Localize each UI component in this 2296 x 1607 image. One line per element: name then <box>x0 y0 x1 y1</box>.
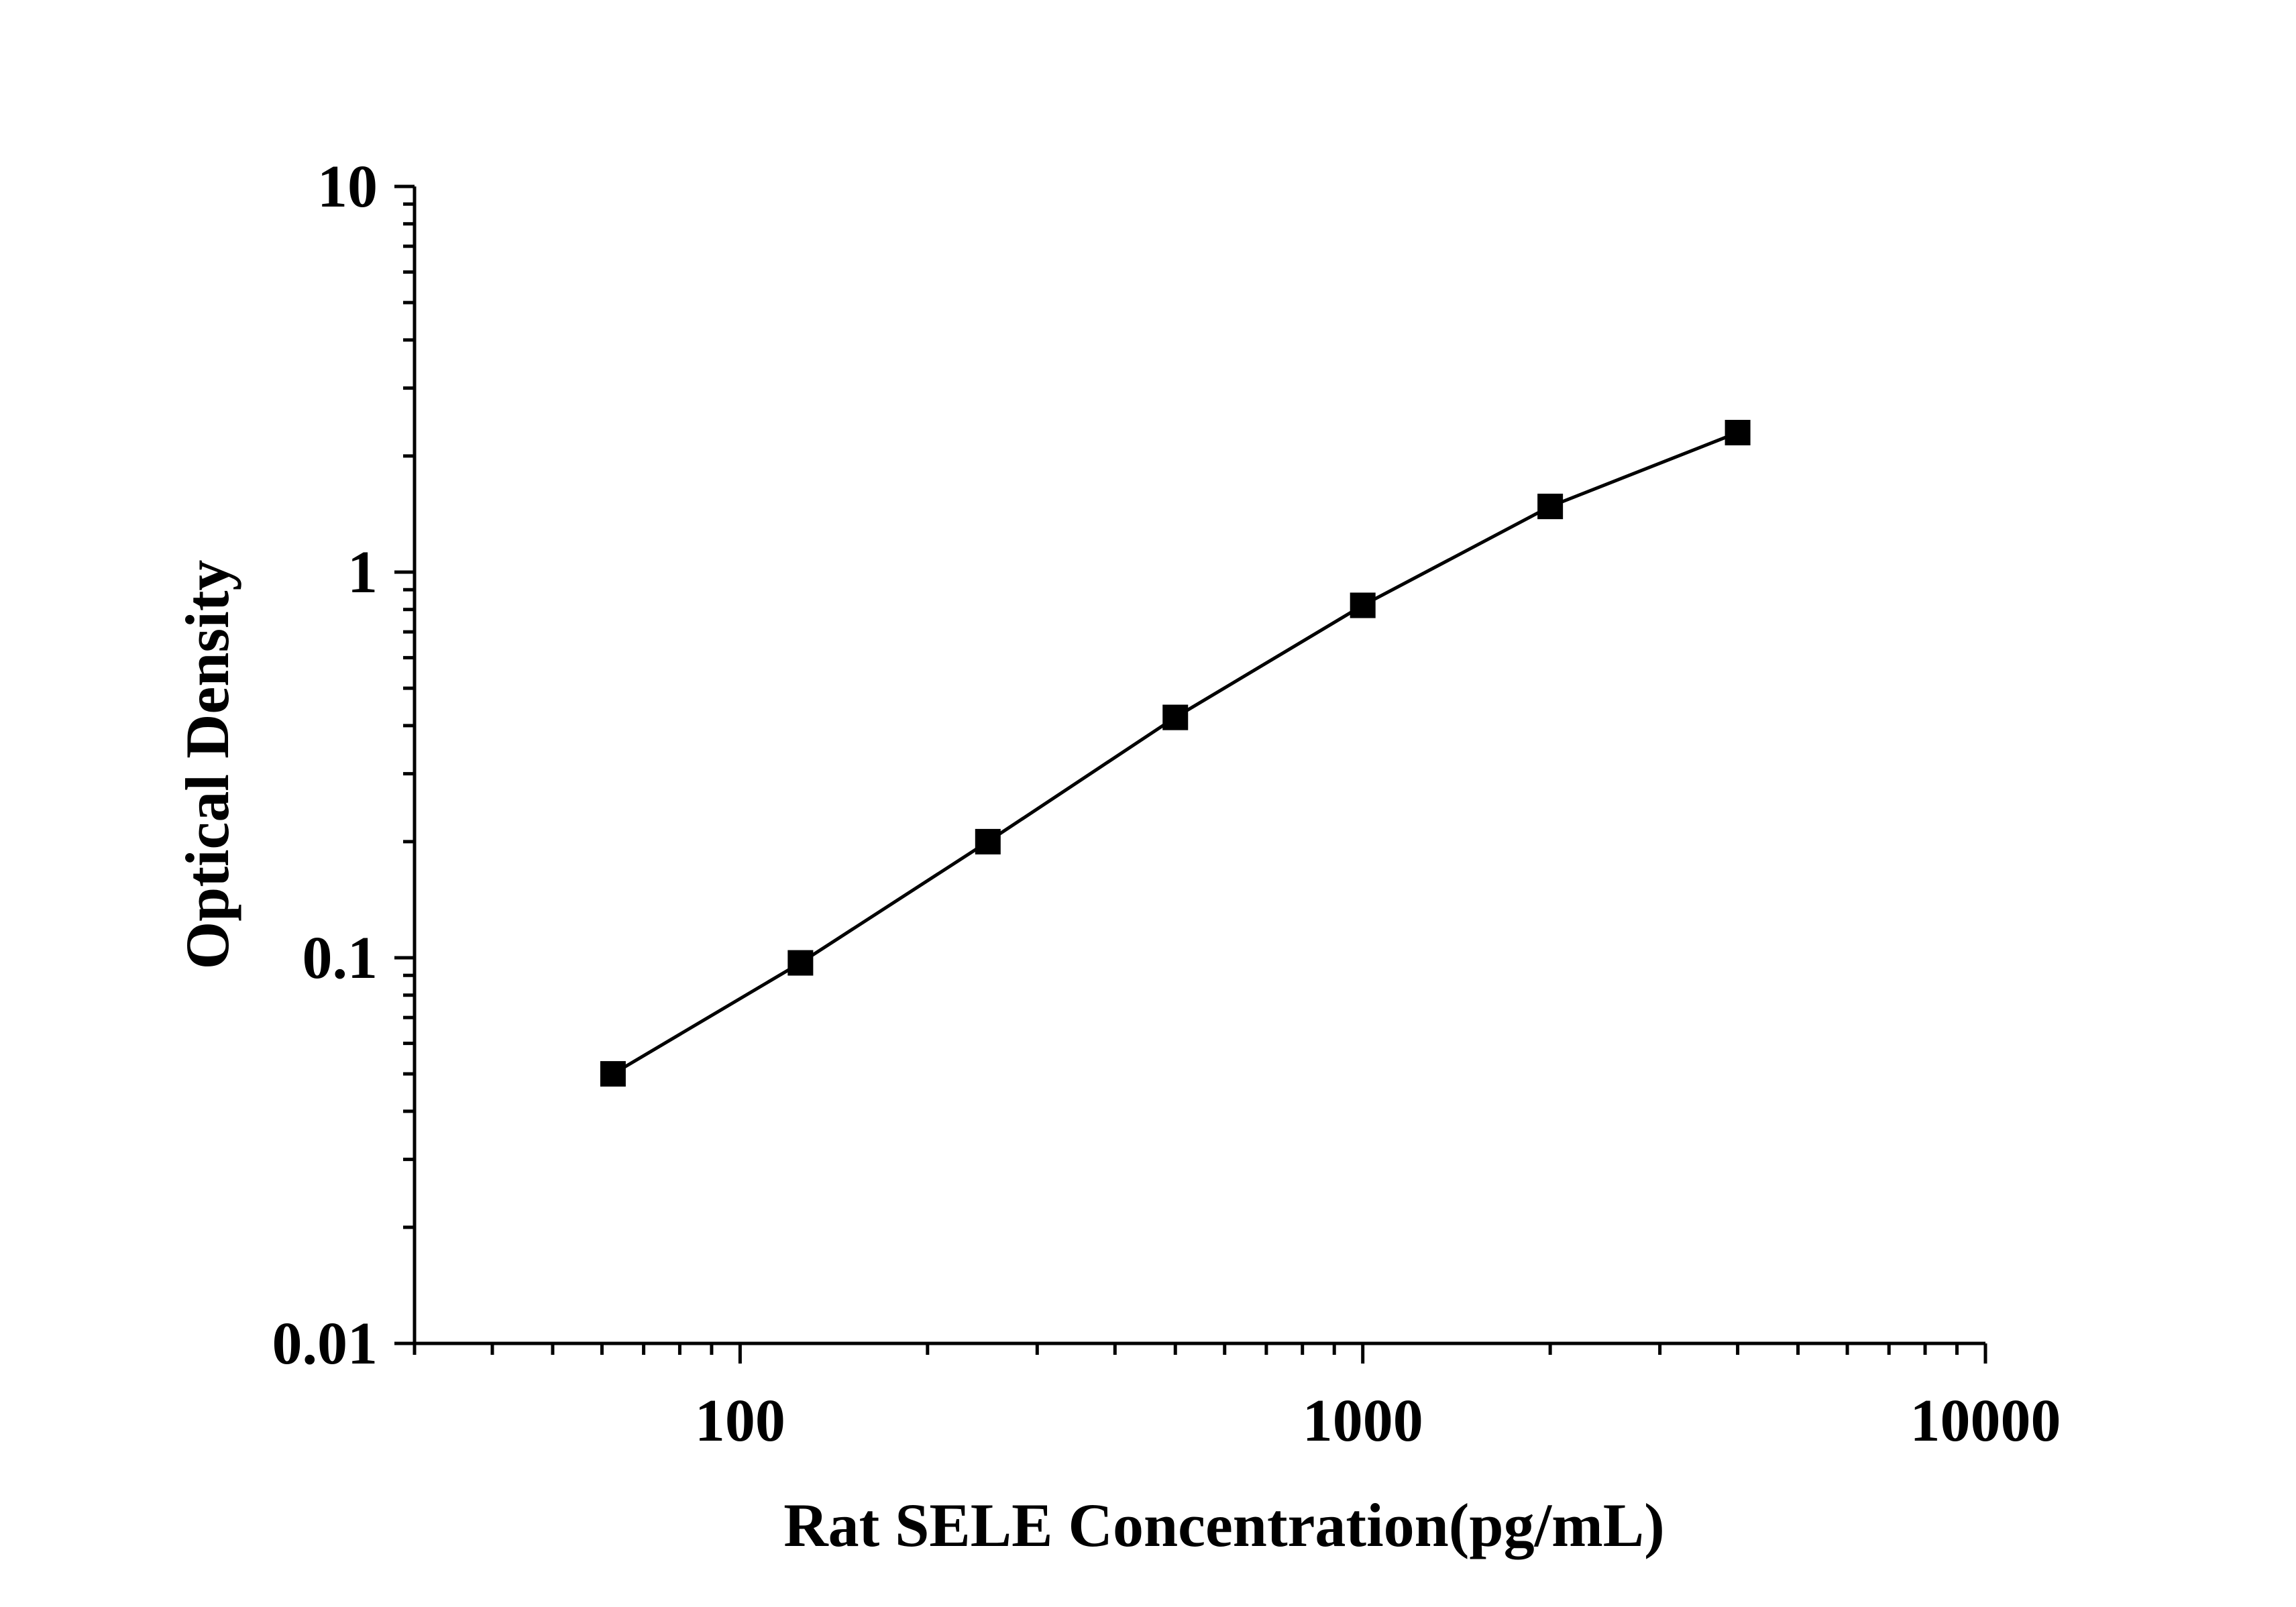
y-axis-title: Optical Density <box>173 560 241 970</box>
x-axis-title: Rat SELE Concentration(pg/mL) <box>783 1491 1665 1559</box>
axes <box>413 186 1985 1345</box>
series-line <box>612 431 1739 1076</box>
data-point-marker <box>975 828 1001 854</box>
series <box>600 420 1751 1087</box>
y-tick-label: 10 <box>317 154 378 220</box>
data-point-marker <box>1350 592 1376 618</box>
y-tick-label: 1 <box>347 539 378 606</box>
data-point-marker <box>787 950 814 976</box>
data-point-marker <box>600 1061 626 1087</box>
data-point-marker <box>1537 494 1564 520</box>
data-point-marker <box>1725 420 1751 446</box>
x-tick-label: 100 <box>695 1388 785 1454</box>
y-tick-label: 0.01 <box>272 1311 378 1377</box>
x-tick-label: 10000 <box>1910 1388 2061 1454</box>
ticks <box>394 184 1987 1364</box>
y-tick-label: 0.1 <box>303 925 378 991</box>
tick-labels: 0.01 0.1 1 10 100 1000 10000 <box>272 154 2061 1454</box>
data-point-marker <box>1162 704 1189 730</box>
x-tick-label: 1000 <box>1303 1388 1423 1454</box>
